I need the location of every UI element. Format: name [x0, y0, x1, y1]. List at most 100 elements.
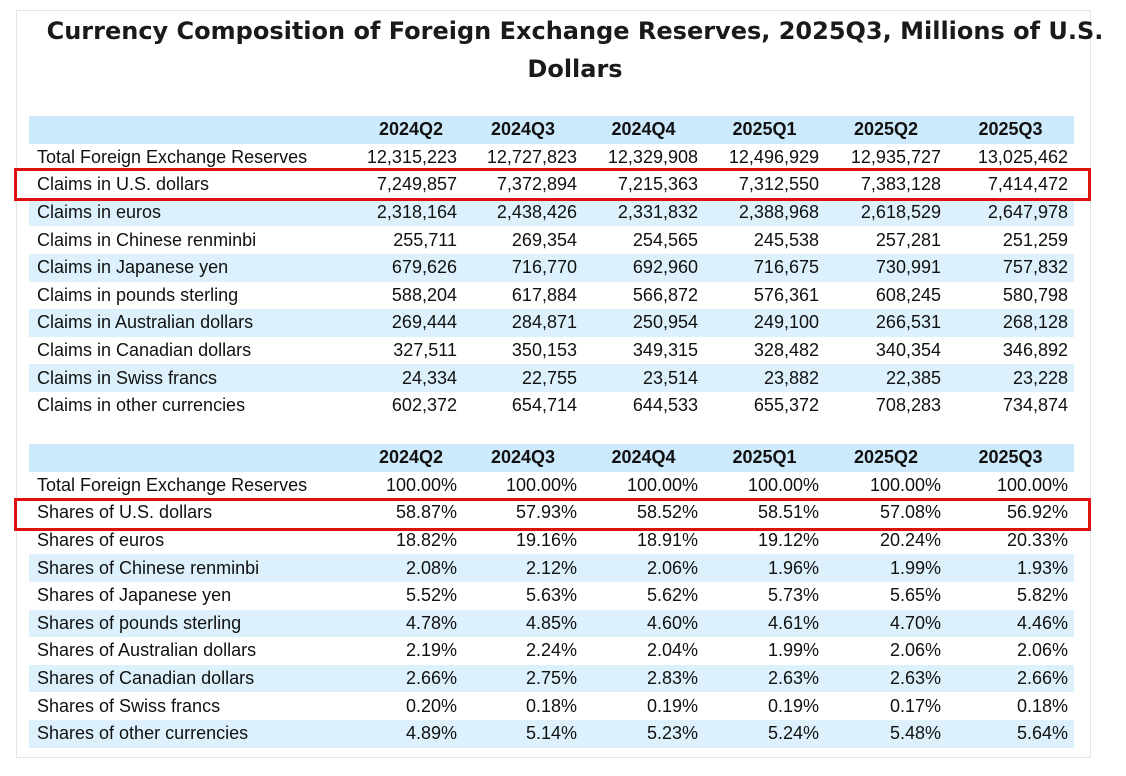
value-cell: 58.51%: [757, 502, 819, 523]
value-cell: 18.91%: [636, 530, 698, 551]
row-label: Claims in Canadian dollars: [37, 340, 252, 361]
column-header: 2025Q3: [978, 447, 1043, 468]
value-cell: 5.63%: [525, 585, 577, 606]
value-cell: 12,727,823: [486, 146, 577, 167]
value-cell: 4.61%: [767, 612, 819, 633]
value-cell: 692,960: [632, 257, 698, 278]
value-cell: 100.00%: [869, 474, 941, 495]
value-cell: 58.52%: [636, 502, 698, 523]
value-cell: 654,714: [511, 395, 577, 416]
value-cell: 257,281: [875, 229, 941, 250]
highlight-box-usd-shares: [14, 498, 1091, 531]
table-row: Shares of euros 18.82% 19.16% 18.91% 19.12% 2…: [29, 526, 1074, 555]
value-cell: 100.00%: [626, 474, 698, 495]
value-cell: 679,626: [391, 257, 457, 278]
column-header: 2024Q3: [490, 119, 556, 140]
value-cell: 734,874: [1002, 395, 1068, 416]
value-cell: 19.12%: [757, 530, 819, 551]
table-row: Shares of U.S. dollars 58.87% 57.93% 58.52%…: [29, 499, 1074, 527]
value-cell: 2,618,529: [860, 202, 941, 223]
value-cell: 7,215,363: [617, 174, 698, 195]
value-cell: 0.17%: [889, 695, 941, 716]
value-cell: 1.93%: [1016, 557, 1068, 578]
column-header: [29, 444, 359, 472]
value-cell: 2.08%: [405, 557, 457, 578]
row-label: Shares of Japanese yen: [37, 585, 232, 606]
value-cell: 0.19%: [767, 695, 819, 716]
value-cell: 5.48%: [889, 723, 941, 744]
value-cell: 602,372: [391, 395, 457, 416]
column-header: 2025Q3: [978, 119, 1043, 140]
value-cell: 5.73%: [767, 585, 819, 606]
highlight-box-usd-claims: [14, 168, 1091, 201]
value-cell: 2.75%: [525, 668, 577, 689]
value-cell: 716,770: [511, 257, 577, 278]
column-header: 2025Q1: [732, 119, 797, 140]
value-cell: 2.83%: [646, 668, 698, 689]
value-cell: 7,249,857: [376, 174, 457, 195]
value-cell: 18.82%: [395, 530, 457, 551]
value-cell: 0.20%: [405, 695, 457, 716]
value-cell: 340,354: [875, 340, 941, 361]
value-cell: 20.24%: [879, 530, 941, 551]
value-cell: 100.00%: [747, 474, 819, 495]
table-row: Shares of other currencies 4.89% 5.14% 5.23…: [29, 719, 1074, 748]
row-label: Total Foreign Exchange Reserves: [37, 474, 308, 495]
value-cell: 245,538: [753, 229, 819, 250]
value-cell: 57.08%: [879, 502, 941, 523]
value-cell: 1.99%: [889, 557, 941, 578]
row-label: Shares of Australian dollars: [37, 640, 257, 661]
value-cell: 566,872: [632, 284, 698, 305]
table-row: Claims in U.S. dollars 7,249,857 7,372,894…: [29, 171, 1074, 199]
value-cell: 100.00%: [385, 474, 457, 495]
column-header: 2024Q2: [378, 119, 444, 140]
table-frame: [16, 10, 1091, 758]
claims-header-row: 2024Q2 2024Q3 2024Q4 2025Q1 2025Q2 2025Q…: [29, 116, 1074, 144]
value-cell: 708,283: [875, 395, 941, 416]
value-cell: 4.78%: [405, 612, 457, 633]
row-label: Total Foreign Exchange Reserves: [37, 146, 308, 167]
value-cell: 7,383,128: [860, 174, 941, 195]
value-cell: 2.63%: [889, 668, 941, 689]
value-cell: 23,882: [763, 367, 819, 388]
row-label: Shares of Chinese renminbi: [37, 557, 260, 578]
value-cell: 23,228: [1012, 367, 1068, 388]
value-cell: 576,361: [753, 284, 819, 305]
value-cell: 5.52%: [405, 585, 457, 606]
shares-table: 2024Q2 2024Q3 2024Q4 2025Q1 2025Q2 2025Q…: [29, 444, 1074, 748]
value-cell: 2.06%: [889, 640, 941, 661]
value-cell: 1.96%: [767, 557, 819, 578]
value-cell: 23,514: [642, 367, 698, 388]
value-cell: 254,565: [632, 229, 698, 250]
value-cell: 22,385: [885, 367, 941, 388]
table-row: Claims in other currencies 602,372 654,714…: [29, 391, 1074, 420]
value-cell: 19.16%: [515, 530, 577, 551]
row-label: Claims in Chinese renminbi: [37, 229, 257, 250]
value-cell: 2,318,164: [376, 202, 457, 223]
value-cell: 20.33%: [1006, 530, 1068, 551]
value-cell: 249,100: [753, 312, 819, 333]
value-cell: 5.14%: [525, 723, 577, 744]
value-cell: 2,331,832: [617, 202, 698, 223]
row-label: Claims in Japanese yen: [37, 257, 229, 278]
table-row: Claims in euros 2,318,164 2,438,426 2,331,8…: [29, 198, 1074, 227]
value-cell: 12,329,908: [607, 146, 698, 167]
value-cell: 608,245: [875, 284, 941, 305]
table-row: Claims in pounds sterling 588,204 617,884 5…: [29, 281, 1074, 310]
value-cell: 588,204: [391, 284, 457, 305]
value-cell: 7,312,550: [738, 174, 819, 195]
row-label: Shares of Canadian dollars: [37, 668, 255, 689]
value-cell: 350,153: [511, 340, 577, 361]
value-cell: 2.24%: [525, 640, 577, 661]
value-cell: 5.64%: [1016, 723, 1068, 744]
title-line-2: Dollars: [527, 55, 623, 83]
value-cell: 22,755: [521, 367, 577, 388]
value-cell: 346,892: [1002, 340, 1068, 361]
value-cell: 100.00%: [505, 474, 577, 495]
value-cell: 4.46%: [1016, 612, 1068, 633]
value-cell: 2,438,426: [496, 202, 577, 223]
value-cell: 12,315,223: [366, 146, 457, 167]
table-row: Shares of Australian dollars 2.19% 2.24% 2.…: [29, 637, 1074, 665]
value-cell: 251,259: [1002, 229, 1068, 250]
column-header: 2024Q4: [611, 119, 676, 140]
